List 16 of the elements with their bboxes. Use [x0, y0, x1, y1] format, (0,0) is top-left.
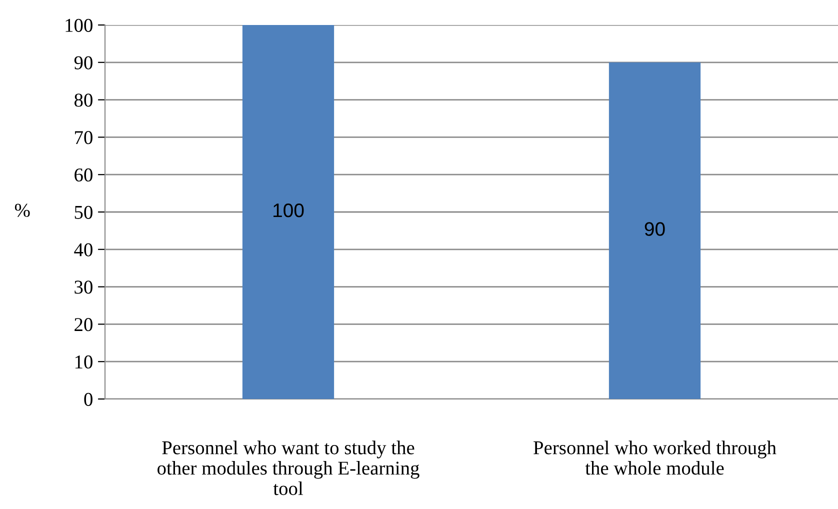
y-tick-label: 60: [74, 168, 92, 182]
x-tick-label: Personnel who want to study the other modules through E-learning tool: [158, 440, 420, 496]
y-axis-title: %: [14, 204, 30, 217]
data-label: 90: [644, 222, 665, 236]
y-tick-label: 40: [74, 243, 92, 256]
y-tick-label: 70: [75, 131, 92, 144]
x-tick-label: Personnel who worked through the whole module: [534, 440, 776, 475]
y-tick-label: 0: [84, 392, 92, 406]
y-tick-label: 20: [74, 318, 92, 332]
y-tick-label: 80: [74, 94, 92, 107]
y-tick-label: 100: [66, 18, 92, 32]
y-tick-label: 10: [75, 355, 92, 369]
y-tick-label: 50: [74, 206, 92, 219]
y-tick-label: 30: [74, 280, 92, 294]
data-label: 100: [274, 203, 304, 218]
y-tick-label: 90: [74, 56, 92, 70]
